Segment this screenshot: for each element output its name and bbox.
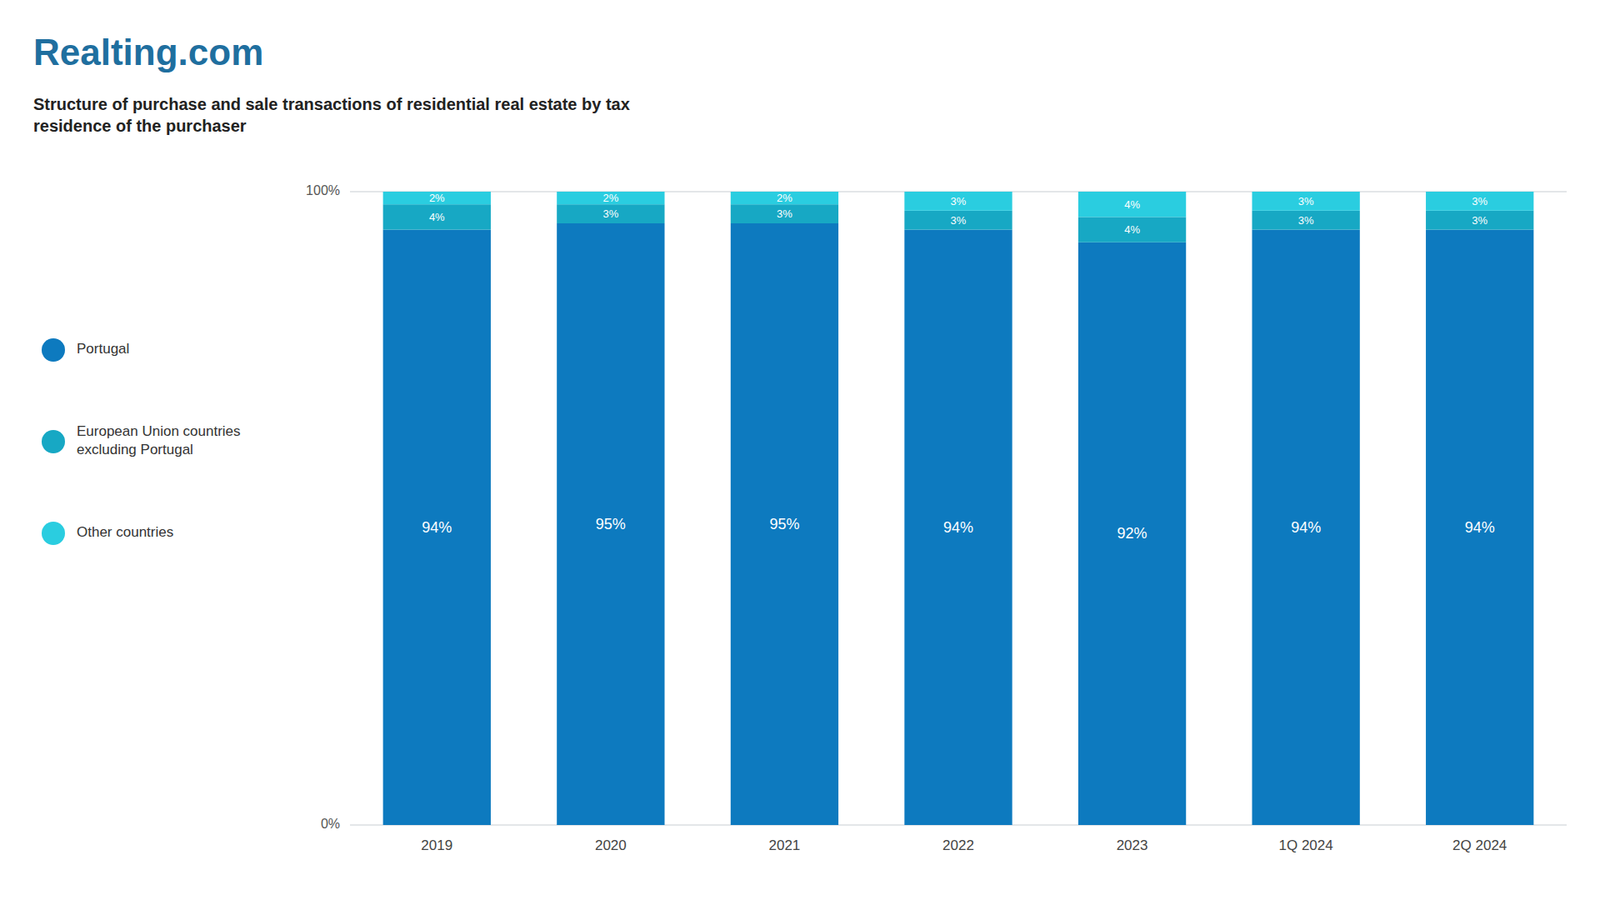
x-tick-label: 2021 [769, 837, 801, 854]
bar-segment [1425, 191, 1534, 211]
x-tick-label: 2020 [595, 837, 627, 854]
data-label: 2% [776, 191, 793, 205]
data-label: 94% [1290, 519, 1321, 536]
data-label: 3% [950, 214, 967, 227]
subtitle-line: residence of the purchaser [33, 116, 247, 135]
bar-segment [383, 191, 491, 205]
bar-segment [1251, 230, 1360, 825]
legend-label: Other countries [76, 524, 174, 540]
legend-swatch [41, 430, 65, 454]
bar-segment [1078, 191, 1186, 217]
bar-segment [556, 223, 665, 825]
bar-segment [730, 191, 839, 205]
legend-label: European Union countriesexcluding Portug… [76, 423, 241, 458]
legend-label: Portugal [76, 340, 130, 357]
chart: Realting.com Structure of purchase and sa… [0, 0, 1600, 900]
bar-segment [1251, 210, 1360, 230]
legend-swatch [41, 338, 65, 362]
bar-segment [383, 204, 491, 230]
data-label: 3% [950, 195, 967, 208]
bar-segment [904, 210, 1012, 230]
bar-segment [1078, 242, 1186, 825]
x-tick-label: 1Q 2024 [1279, 837, 1334, 854]
data-label: 3% [1298, 214, 1315, 227]
x-tick-label: 2022 [942, 837, 975, 854]
data-label: 3% [602, 207, 619, 220]
data-label: 3% [1471, 195, 1488, 208]
bar-segment [556, 191, 665, 205]
legend-label-line: excluding Portugal [76, 441, 194, 458]
data-label: 94% [943, 519, 974, 536]
legend-swatch [41, 521, 65, 545]
data-label: 4% [429, 210, 445, 224]
x-tick-label: 2023 [1116, 837, 1149, 854]
y-tick-label: 100% [305, 183, 340, 198]
data-label: 92% [1117, 525, 1148, 542]
bar-segment [904, 191, 1012, 211]
bar-segment [730, 223, 839, 825]
bar-segment [1078, 216, 1186, 242]
bar-segment [1425, 210, 1534, 230]
data-label: 4% [1124, 223, 1140, 236]
legend: Portugal European Union countriesexcludin… [41, 338, 241, 545]
subtitle-line: Structure of purchase and sale transacti… [33, 95, 630, 114]
bar-segment [904, 230, 1012, 825]
data-labels: 94% 95% 95% 94% 92% 94% 94% 4% 3% 3% 3% 4% 3% 3% 2% 2% 2… [421, 191, 1495, 542]
legend-label-line: Portugal [76, 340, 130, 357]
data-label: 94% [421, 519, 452, 536]
bar-segment [556, 204, 665, 224]
x-tick-label: 2Q 2024 [1452, 837, 1507, 854]
subtitle: Structure of purchase and sale transacti… [33, 95, 630, 135]
legend-label-line: European Union countries [76, 423, 241, 440]
data-label: 3% [1471, 214, 1488, 227]
legend-label-line: Other countries [76, 524, 174, 540]
y-tick-label: 0% [320, 816, 340, 831]
bar-segment [730, 204, 839, 224]
bar-segment [1251, 191, 1360, 211]
data-label: 2% [429, 191, 445, 205]
data-label: 94% [1465, 519, 1495, 536]
data-label: 4% [1124, 198, 1140, 211]
x-tick-label: 2019 [420, 837, 453, 854]
data-label: 95% [769, 515, 800, 533]
data-label: 3% [776, 207, 793, 220]
bars [383, 191, 1535, 825]
data-label: 95% [595, 515, 626, 533]
data-label: 3% [1298, 195, 1315, 208]
background [0, 0, 1600, 900]
bar-segment [1425, 230, 1534, 825]
title: Realting.com [33, 31, 264, 73]
bar-segment [383, 230, 491, 825]
data-label: 2% [602, 191, 619, 205]
